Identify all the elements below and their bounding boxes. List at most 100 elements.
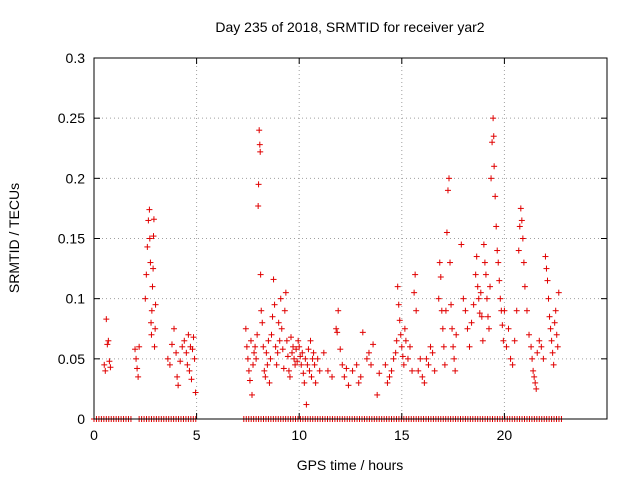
data-point [526,331,533,338]
data-point [151,343,158,350]
data-point [368,361,375,368]
y-axis-label: SRMTID / TECUs [6,183,22,293]
data-point [370,341,377,348]
data-point [252,343,259,350]
data-point [304,361,311,368]
data-point [295,337,302,344]
data-point [538,343,545,350]
data-point [267,355,274,362]
data-point [357,373,364,380]
data-point [335,307,342,314]
chart-title: Day 235 of 2018, SRMTID for receiver yar… [215,19,484,35]
data-point [547,325,554,332]
data-point [441,361,448,368]
data-point [445,175,452,182]
data-point [308,373,315,380]
data-point [145,217,152,224]
data-point [148,331,155,338]
data-point [425,361,432,368]
data-point [289,349,296,356]
data-point [533,385,540,392]
data-point [343,365,350,372]
data-point [281,307,288,314]
data-point [500,337,507,344]
data-point [531,373,538,380]
data-point [300,370,307,377]
x-axis-label: GPS time / hours [297,457,404,473]
data-point [359,329,366,336]
data-point [339,361,346,368]
data-point [191,355,198,362]
data-point [144,243,151,250]
data-point [490,133,497,140]
data-point [440,343,447,350]
y-tick-label: 0.25 [58,110,85,126]
y-tick-label: 0.3 [66,50,86,66]
data-point [310,349,317,356]
data-point [255,181,262,188]
data-point [451,355,458,362]
data-point [329,373,336,380]
data-point [297,353,304,360]
data-point [355,379,362,386]
data-point [427,343,434,350]
data-point [442,307,449,314]
data-point [365,349,372,356]
data-point [294,358,301,365]
data-point [515,247,522,254]
data-point [521,283,528,290]
data-point [280,365,287,372]
data-point [166,361,173,368]
data-point [511,337,518,344]
data-point [149,283,156,290]
data-point [179,343,186,350]
data-point [417,355,424,362]
data-point [243,343,250,350]
data-point [518,217,525,224]
data-point [245,367,252,374]
data-point [419,373,426,380]
data-point [246,377,253,384]
data-point [320,349,327,356]
data-point [550,361,557,368]
data-point [553,331,560,338]
data-point [412,271,419,278]
data-point [192,389,199,396]
data-point [480,241,487,248]
data-point [488,175,495,182]
data-point [543,265,550,272]
data-point [133,355,140,362]
data-point [152,325,159,332]
data-point [263,349,270,356]
data-point [242,325,249,332]
data-point [407,343,414,350]
data-point [492,193,499,200]
data-point [472,271,479,278]
data-point [486,325,493,332]
data-point [186,367,193,374]
data-point [443,229,450,236]
data-point [258,307,265,314]
x-tick-label: 0 [90,427,98,443]
data-point [278,325,285,332]
data-point [324,367,331,374]
data-point [415,367,422,374]
data-point [503,343,510,350]
data-point [501,307,508,314]
data-point [468,319,475,326]
data-point [429,349,436,356]
data-point [148,307,155,314]
data-point [491,163,498,170]
data-point [483,295,490,302]
x-tick-label: 15 [394,427,410,443]
data-point [305,346,312,353]
data-point [437,274,444,281]
data-point [168,341,175,348]
data-point [293,346,300,353]
data-point [279,346,286,353]
data-point [548,337,555,344]
data-points [91,115,565,422]
x-tick-label: 5 [193,427,201,443]
data-point [261,367,268,374]
data-point [143,271,150,278]
